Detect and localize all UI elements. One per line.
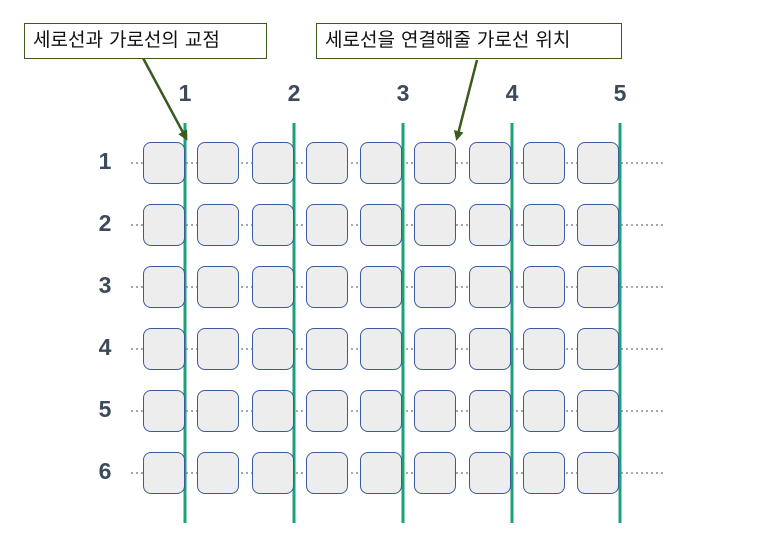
column-label-1: 1	[178, 80, 192, 106]
grid-cell	[306, 328, 348, 370]
grid-cell	[469, 142, 511, 184]
grid-cell	[523, 266, 565, 308]
grid-cell	[577, 204, 619, 246]
grid-cell	[143, 452, 185, 494]
row-label-1: 1	[98, 148, 112, 174]
grid-cell	[577, 328, 619, 370]
grid-cell	[252, 452, 294, 494]
grid-cell	[143, 328, 185, 370]
intersection-arrow	[141, 57, 188, 141]
row-label-6: 6	[98, 458, 112, 484]
grid-cell	[414, 390, 456, 432]
grid-cell	[252, 328, 294, 370]
grid-cell	[143, 390, 185, 432]
grid-cell	[414, 452, 456, 494]
grid-cell	[577, 142, 619, 184]
grid-cell	[360, 390, 402, 432]
grid-cell	[306, 390, 348, 432]
row-label-4: 4	[98, 334, 112, 360]
grid-cell	[523, 390, 565, 432]
grid-cell	[252, 142, 294, 184]
grid-cell	[143, 204, 185, 246]
grid-cell	[306, 204, 348, 246]
grid-cell	[577, 266, 619, 308]
grid-cell	[469, 204, 511, 246]
grid-cell	[577, 452, 619, 494]
grid-cell	[360, 328, 402, 370]
grid-cell	[197, 452, 239, 494]
connection-position-callout: 세로선을 연결해줄 가로선 위치	[316, 23, 622, 59]
grid-cell	[360, 204, 402, 246]
column-label-5: 5	[613, 80, 627, 106]
grid-cell	[414, 142, 456, 184]
grid-cell	[469, 266, 511, 308]
column-label-3: 3	[396, 80, 410, 106]
row-label-5: 5	[98, 396, 112, 422]
grid-cell	[197, 204, 239, 246]
grid-cell	[360, 142, 402, 184]
grid-cell	[197, 390, 239, 432]
grid-cell	[143, 142, 185, 184]
intersection-callout: 세로선과 가로선의 교점	[24, 23, 267, 59]
grid-cell	[469, 328, 511, 370]
grid-cell	[197, 328, 239, 370]
grid-cell	[414, 204, 456, 246]
grid-cell	[414, 266, 456, 308]
grid-cell	[414, 328, 456, 370]
connection-arrow	[453, 59, 479, 141]
grid-cell	[469, 390, 511, 432]
row-label-3: 3	[98, 272, 112, 298]
grid-cell	[252, 204, 294, 246]
grid-cell	[577, 390, 619, 432]
row-label-2: 2	[98, 210, 112, 236]
grid-cell	[252, 266, 294, 308]
grid-cell	[523, 142, 565, 184]
grid-cell	[360, 452, 402, 494]
grid-cell	[523, 204, 565, 246]
column-label-2: 2	[287, 80, 301, 106]
grid-cell	[523, 452, 565, 494]
grid-cell	[523, 328, 565, 370]
grid-cell	[306, 266, 348, 308]
grid-cell	[306, 452, 348, 494]
grid-cell	[143, 266, 185, 308]
grid-cell	[306, 142, 348, 184]
grid-cell	[252, 390, 294, 432]
grid-cell	[360, 266, 402, 308]
grid-cell	[469, 452, 511, 494]
grid-cell	[197, 266, 239, 308]
grid-cell	[197, 142, 239, 184]
column-label-4: 4	[505, 80, 519, 106]
